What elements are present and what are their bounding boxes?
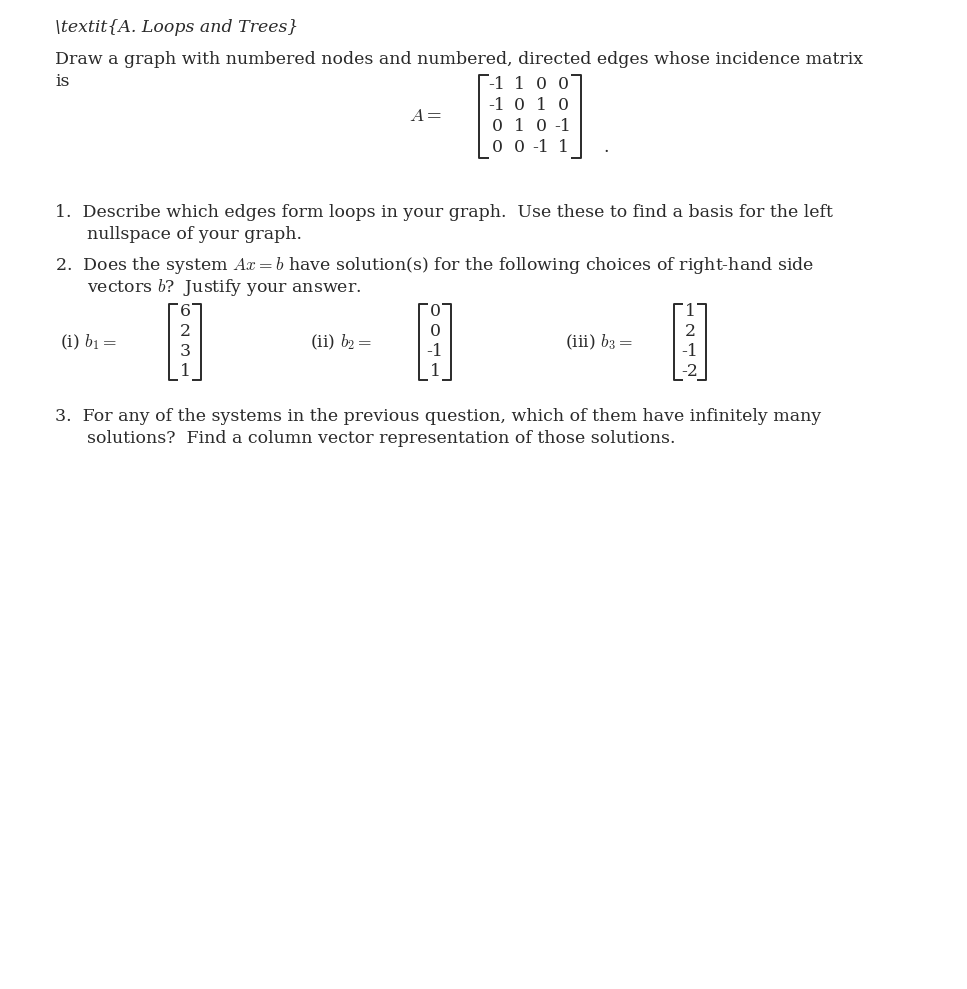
Text: 3: 3 [180, 343, 190, 361]
Text: 0: 0 [513, 98, 524, 115]
Text: 1: 1 [429, 364, 441, 381]
Text: 3.  For any of the systems in the previous question, which of them have infinite: 3. For any of the systems in the previou… [55, 408, 821, 425]
Text: \textit{A. Loops and Trees}: \textit{A. Loops and Trees} [55, 20, 299, 37]
Text: 0: 0 [536, 76, 546, 94]
Text: 1: 1 [180, 364, 190, 381]
Text: 1: 1 [685, 304, 695, 320]
Text: .: . [603, 139, 608, 156]
Text: 0: 0 [558, 98, 569, 115]
Text: 6: 6 [180, 304, 190, 320]
Text: solutions?  Find a column vector representation of those solutions.: solutions? Find a column vector represen… [87, 430, 676, 447]
Text: (ii) $b_2 =$: (ii) $b_2 =$ [310, 332, 372, 352]
Text: 2: 2 [180, 323, 190, 340]
Text: -1: -1 [488, 98, 506, 115]
Text: Draw a graph with numbered nodes and numbered, directed edges whose incidence ma: Draw a graph with numbered nodes and num… [55, 51, 863, 68]
Text: $A =$: $A =$ [409, 108, 442, 126]
Text: 0: 0 [513, 139, 524, 156]
Text: 2: 2 [685, 323, 695, 340]
Text: (i) $b_1 =$: (i) $b_1 =$ [60, 332, 117, 352]
Text: -1: -1 [488, 76, 506, 94]
Text: 0: 0 [536, 119, 546, 135]
Text: 1: 1 [558, 139, 569, 156]
Text: 0: 0 [491, 119, 503, 135]
Text: 0: 0 [429, 323, 441, 340]
Text: nullspace of your graph.: nullspace of your graph. [87, 226, 302, 243]
Text: 0: 0 [491, 139, 503, 156]
Text: (iii) $b_3 =$: (iii) $b_3 =$ [565, 332, 633, 352]
Text: 0: 0 [558, 76, 569, 94]
Text: 1: 1 [536, 98, 546, 115]
Text: 1: 1 [513, 119, 524, 135]
Text: -1: -1 [533, 139, 549, 156]
Text: -1: -1 [554, 119, 571, 135]
Text: -1: -1 [682, 343, 698, 361]
Text: 2.  Does the system $Ax = b$ have solution(s) for the following choices of right: 2. Does the system $Ax = b$ have solutio… [55, 254, 814, 276]
Text: 1.  Describe which edges form loops in your graph.  Use these to find a basis fo: 1. Describe which edges form loops in yo… [55, 205, 833, 222]
Text: -1: -1 [426, 343, 444, 361]
Text: -2: -2 [682, 364, 698, 381]
Text: is: is [55, 73, 70, 91]
Text: vectors $b$?  Justify your answer.: vectors $b$? Justify your answer. [87, 277, 362, 298]
Text: 1: 1 [513, 76, 524, 94]
Text: 0: 0 [429, 304, 441, 320]
